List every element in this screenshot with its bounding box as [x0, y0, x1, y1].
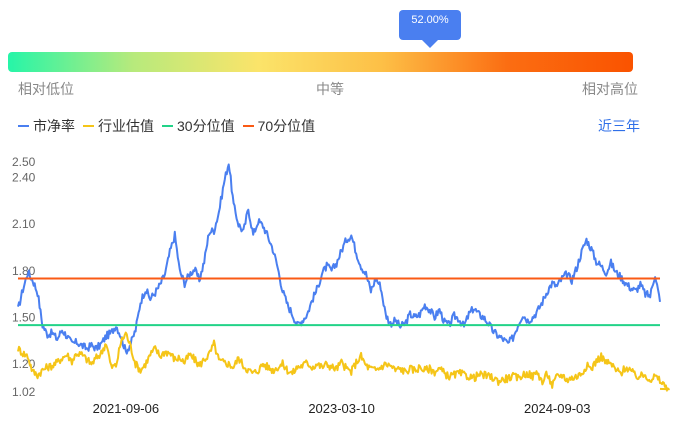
x-tick-label: 2023-03-10 [308, 401, 375, 416]
legend-swatch [18, 125, 29, 127]
legend-label: 市净率 [33, 118, 75, 134]
chart-legend: 市净率 行业估值 30分位值 70分位值 [18, 116, 323, 136]
legend-swatch [162, 125, 173, 127]
x-tick-label: 2024-09-03 [524, 401, 591, 416]
series-line-0 [17, 163, 661, 355]
gauge-high-label: 相对高位 [582, 81, 638, 97]
y-tick-label: 2.10 [12, 217, 36, 231]
legend-item-0[interactable]: 市净率 [18, 116, 75, 136]
y-tick-label: 1.80 [12, 264, 36, 278]
y-tick-label: 2.40 [12, 171, 36, 185]
legend-label: 30分位值 [177, 118, 235, 134]
y-tick-label: 1.50 [12, 310, 36, 324]
legend-item-2[interactable]: 30分位值 [162, 116, 235, 136]
legend-label: 70分位值 [257, 118, 316, 134]
percentile-tooltip: 52.00% [399, 10, 461, 48]
legend-item-3[interactable]: 70分位值 [242, 116, 316, 136]
legend-swatch [83, 125, 94, 127]
percentile-gradient-bar [8, 52, 633, 72]
y-tick-label: 2.50 [12, 155, 36, 169]
legend-swatch [242, 125, 254, 127]
series-line-1 [17, 331, 670, 392]
x-tick-label: 2021-09-06 [93, 401, 160, 416]
percentile-value: 52.00% [411, 14, 449, 26]
gauge-mid-label: 中等 [316, 81, 344, 97]
legend-item-1[interactable]: 行业估值 [83, 116, 154, 136]
gauge-low-label: 相对低位 [18, 81, 74, 97]
time-range-selector[interactable]: 近三年 [598, 118, 640, 134]
y-tick-label: 1.02 [12, 385, 36, 399]
valuation-percentile-gauge: 52.00% 相对低位 中等 相对高位 [0, 0, 686, 100]
legend-label: 行业估值 [98, 118, 154, 134]
